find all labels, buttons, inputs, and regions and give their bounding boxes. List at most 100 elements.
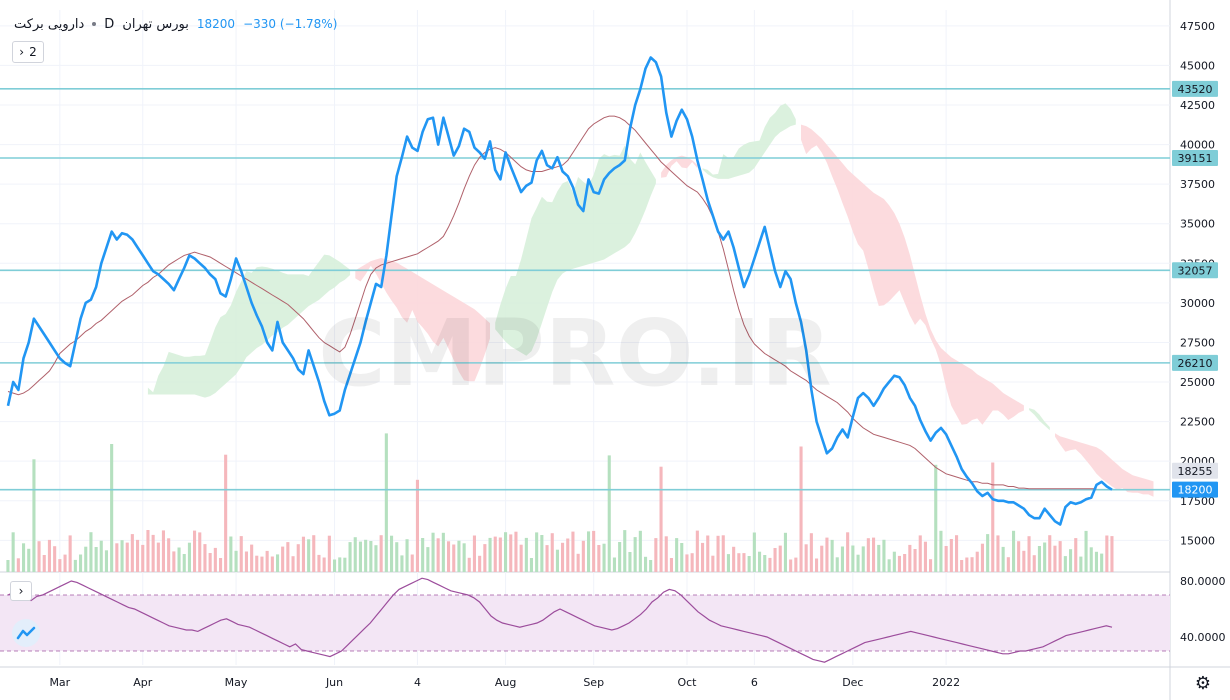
level-label-box: [1172, 262, 1218, 279]
volume-bar: [478, 555, 482, 572]
volume-bar: [955, 535, 959, 572]
volume-bar: [99, 540, 103, 572]
volume-bar: [369, 541, 373, 572]
volume-bar: [980, 543, 984, 572]
volume-bar: [695, 530, 699, 572]
volume-bar: [732, 546, 736, 572]
volume-bar: [353, 537, 357, 572]
volume-bar: [918, 535, 922, 572]
volume-bar: [1053, 545, 1057, 572]
indicators-collapse-button[interactable]: › 2: [12, 41, 44, 63]
volume-bar: [773, 548, 777, 572]
chevron-right-icon: ›: [18, 584, 24, 598]
volume-bar: [789, 559, 793, 572]
volume-bar: [130, 534, 134, 572]
kijun-label-box: [1172, 462, 1218, 479]
volume-bar: [161, 530, 165, 572]
volume-bar: [576, 553, 580, 572]
volume-bar: [711, 555, 715, 572]
volume-bar: [996, 535, 1000, 572]
volume-bar: [426, 547, 430, 572]
chevron-right-icon: ›: [19, 45, 25, 59]
volume-bar: [452, 544, 456, 572]
time-tick-label: Oct: [677, 676, 697, 689]
volume-bar: [410, 554, 414, 572]
volume-bar: [721, 535, 725, 572]
volume-bar: [742, 553, 746, 572]
volume-bar: [1017, 541, 1021, 572]
level-label-box: [1172, 481, 1218, 498]
volume-bar: [6, 560, 10, 572]
volume-bar: [851, 545, 855, 572]
chart-header: دارویی برکت D بورس تهران 18200 −330 (−1.…: [14, 14, 337, 34]
volume-bar: [374, 545, 378, 572]
price-tick-label: 27500: [1180, 336, 1215, 349]
volume-bar: [1012, 530, 1016, 572]
volume-bar: [856, 554, 860, 572]
volume-bar: [322, 557, 326, 572]
volume-bar: [1074, 538, 1078, 572]
price-tick-label: 40000: [1180, 139, 1215, 152]
rsi-line[interactable]: [7, 577, 1113, 663]
volume-bar: [846, 532, 850, 572]
volume-bar: [213, 547, 217, 572]
volume-bar: [276, 554, 280, 572]
volume-bar: [571, 531, 575, 572]
interval-label[interactable]: D: [104, 16, 115, 32]
volume-bar: [882, 539, 886, 572]
volume-bar: [592, 530, 596, 572]
gear-icon[interactable]: ⚙: [1194, 672, 1212, 694]
volume-bar: [457, 540, 461, 572]
volume-bar: [602, 543, 606, 572]
volume-bar: [53, 546, 57, 572]
price-line[interactable]: [6, 56, 1113, 526]
volume-bar: [783, 532, 787, 572]
symbol-title[interactable]: دارویی برکت: [14, 16, 85, 32]
volume-bar: [555, 549, 559, 572]
rsi-collapse-button[interactable]: ›: [10, 581, 32, 601]
volume-bar: [669, 558, 673, 572]
volume-bar: [903, 554, 907, 572]
volume-bar: [623, 530, 627, 572]
volume-bar: [58, 559, 62, 572]
volume-bar: [654, 538, 658, 572]
volume-bar: [1079, 556, 1083, 572]
volume-bar: [545, 545, 549, 572]
volume-bar: [84, 546, 88, 572]
volume-bar: [493, 536, 497, 572]
price-change: −330 (−1.78%): [243, 17, 338, 31]
volume-bar: [94, 547, 98, 572]
level-label-box: [1172, 150, 1218, 167]
cloud-bearish: [801, 124, 1024, 425]
volume-bar: [333, 559, 337, 572]
volume-bar: [934, 464, 938, 572]
level-label-box: [1172, 80, 1218, 97]
volume-bar: [913, 549, 917, 572]
volume-bar: [561, 542, 565, 572]
volume-bar: [338, 557, 342, 572]
time-tick-label: 4: [414, 676, 421, 689]
volume-bar: [1037, 546, 1041, 572]
cloud-bearish: [1055, 433, 1154, 497]
volume-bar: [587, 531, 591, 572]
volume-bar: [897, 555, 901, 572]
price-tick-label: 42500: [1180, 99, 1215, 112]
volume-bar: [182, 554, 186, 572]
volume-bar: [509, 534, 513, 572]
volume-bar: [441, 532, 445, 572]
volume-bar: [32, 459, 36, 572]
watermark-text: CMPRO.IR: [318, 300, 832, 407]
volume-bar: [120, 540, 124, 572]
volume-bar: [835, 557, 839, 572]
volume-bar: [649, 560, 653, 572]
volume-bar: [872, 537, 876, 572]
logo-icon[interactable]: [12, 619, 40, 647]
volume-bar: [794, 557, 798, 572]
volume-bar: [680, 543, 684, 572]
volume-bar: [208, 553, 212, 572]
cloud-bullish: [1029, 408, 1050, 431]
volume-bar: [825, 537, 829, 572]
volume-bar: [633, 537, 637, 572]
